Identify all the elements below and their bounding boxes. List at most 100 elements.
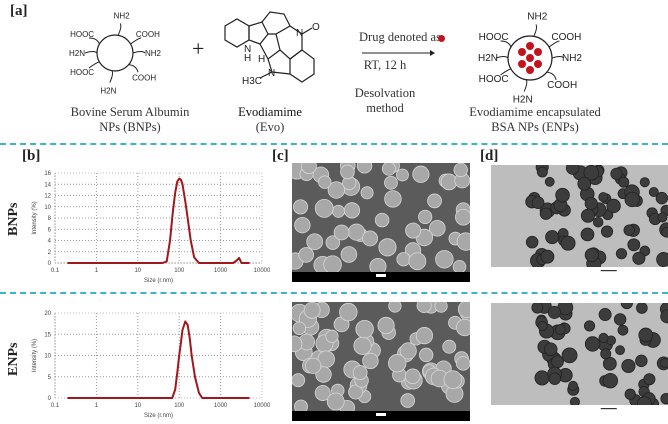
nanoparticle	[547, 305, 561, 319]
nanoparticle	[555, 187, 570, 203]
nanoparticle	[400, 393, 415, 408]
drug-dot	[534, 48, 542, 56]
nanoparticle	[548, 372, 561, 385]
nanoparticle	[598, 308, 612, 321]
nanoparticle	[583, 320, 596, 332]
nanoparticle	[362, 352, 379, 370]
evodiamine-structure: NH H N O N H3C	[224, 11, 320, 87]
evo-caption: Evodiamime (Evo)	[238, 105, 302, 134]
nanoparticle	[598, 332, 609, 344]
size-distribution-line	[67, 320, 250, 399]
nanoparticle	[298, 247, 314, 263]
y-tick-label: 8	[48, 216, 52, 222]
nanoparticle	[340, 164, 355, 180]
nanoparticle	[624, 191, 640, 208]
nanoparticle	[456, 318, 470, 337]
x-tick-label: 10000	[254, 268, 270, 274]
sem-image-enps	[292, 302, 470, 421]
nanoparticle	[377, 316, 395, 335]
arrow-bottom-text: RT, 12 h	[363, 58, 407, 72]
nanoparticle	[565, 165, 580, 175]
nanoparticle	[621, 358, 636, 374]
bnp-caption: Bovine Serum Albumin NPs (BNPs)	[70, 105, 190, 134]
x-tick-label: 0.1	[51, 268, 60, 274]
nanoparticle	[639, 177, 650, 188]
functional-group-label: COOH	[547, 80, 577, 91]
nanoparticle	[551, 355, 564, 369]
y-tick-label: 0	[48, 261, 52, 267]
functional-group-label: HOOC	[479, 32, 509, 43]
drug-dot	[526, 54, 534, 62]
functional-group-label: H2N	[513, 94, 533, 105]
nanoparticle	[531, 303, 544, 314]
x-tick-label: 1	[95, 268, 99, 274]
nanoparticle	[314, 385, 331, 401]
nanoparticle	[580, 227, 595, 242]
y-tick-label: 4	[48, 239, 52, 245]
nanoparticle	[545, 230, 560, 245]
tem-image-bnps	[491, 165, 668, 283]
nanoparticle	[356, 163, 373, 174]
nanoparticle	[534, 370, 550, 386]
nanoparticle	[352, 365, 368, 380]
nanoparticle	[325, 329, 339, 343]
nanoparticle	[353, 336, 372, 355]
nanoparticle	[443, 370, 463, 389]
x-axis-label: Size (r.nm)	[144, 278, 173, 284]
y-tick-label: 6	[48, 227, 52, 233]
drug-dot-icon	[438, 35, 445, 42]
bnp-structure: HOOC NH2 COOH H2N NH2 HOOC COOH H2N	[69, 12, 162, 96]
nanoparticle	[303, 302, 321, 319]
nanoparticle	[332, 204, 345, 218]
nanoparticle	[306, 233, 324, 251]
functional-group-label: NH2	[145, 49, 162, 58]
nanoparticle	[318, 175, 332, 189]
functional-group-label: H2N	[69, 49, 85, 58]
nanoparticle	[427, 193, 442, 209]
nanoparticle	[323, 255, 342, 274]
functional-group-label: COOH	[132, 73, 156, 82]
functional-group-label: HOOC	[479, 74, 509, 85]
functional-group-label: NH2	[527, 12, 547, 23]
nanoparticle	[388, 354, 407, 373]
nanoparticle	[340, 246, 358, 263]
nanoparticle	[584, 247, 599, 263]
nanoparticle	[537, 321, 548, 332]
nanoparticle	[381, 163, 396, 176]
y-tick-label: 15	[44, 332, 51, 338]
nanoparticle	[544, 176, 555, 187]
x-tick-label: 1000	[214, 268, 228, 274]
x-axis-label: Size (r.nm)	[144, 413, 173, 419]
functional-group-label: COOH	[136, 30, 160, 39]
nanoparticle	[456, 232, 470, 251]
nanoparticle	[540, 249, 555, 264]
nanoparticle	[536, 166, 548, 178]
nanoparticle	[539, 207, 553, 220]
nanoparticle	[615, 248, 628, 260]
nanoparticle	[615, 345, 625, 356]
nanoparticle	[584, 196, 598, 210]
nanoparticle	[606, 198, 621, 214]
y-tick-label: 5	[48, 375, 52, 381]
nanoparticle	[623, 224, 635, 236]
svg-text:N: N	[244, 44, 251, 55]
svg-text:O: O	[312, 22, 320, 33]
y-tick-label: 2	[48, 250, 52, 256]
nanoparticle	[624, 388, 636, 400]
x-tick-label: 10000	[254, 403, 270, 409]
nanoparticle	[531, 196, 545, 209]
nanoparticle	[362, 230, 378, 247]
nanoparticle	[293, 199, 309, 215]
particle: HOOC NH2 COOH H2N NH2 HOOC COOH H2N	[69, 12, 162, 96]
nanoparticle	[396, 252, 411, 267]
reaction-arrow	[362, 50, 435, 56]
nanoparticle	[355, 319, 374, 339]
panel-label-a: [a]	[10, 3, 28, 19]
nanoparticle	[659, 358, 668, 368]
nanoparticle	[455, 208, 470, 226]
nanoparticle	[554, 324, 566, 335]
nanoparticle	[613, 313, 627, 326]
nanoparticle	[544, 342, 558, 356]
method-text: Desolvation method	[354, 86, 416, 115]
tem-image-enps	[491, 303, 668, 421]
